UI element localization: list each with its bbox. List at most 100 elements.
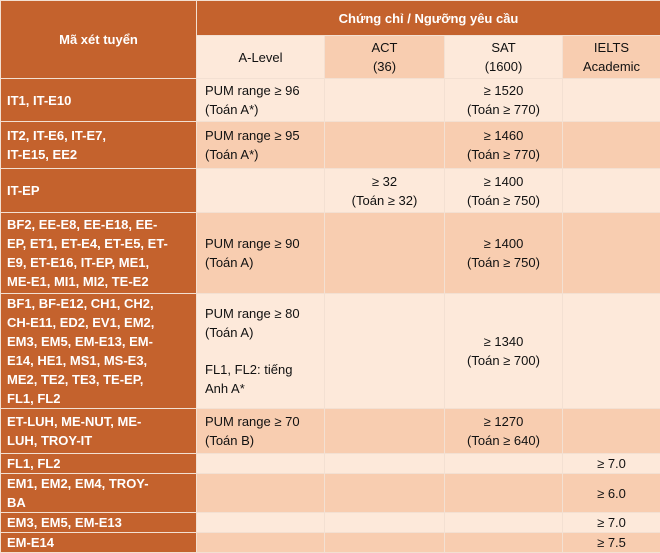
cell-line: ≥ 1400 xyxy=(451,172,556,191)
cell-line: (Toán A) xyxy=(205,323,318,342)
table-row: EM3, EM5, EM-E13 ≥ 7.0 xyxy=(1,513,660,533)
column-header: ACT(36) xyxy=(325,36,445,79)
cell: ≥ 1270(Toán ≥ 640) xyxy=(445,409,563,454)
cell-line: ≥ 32 xyxy=(331,172,438,191)
table-row: IT1, IT-E10 PUM range ≥ 96(Toán A*) ≥ 1520… xyxy=(1,79,660,122)
cell-line: FL1, FL2 xyxy=(7,389,190,408)
cell-line: (Toán ≥ 640) xyxy=(451,431,556,450)
cell-line: (Toán A) xyxy=(205,253,318,272)
table-row: BF1, BF-E12, CH1, CH2,CH-E11, ED2, EV1, … xyxy=(1,294,660,409)
cell xyxy=(445,454,563,474)
cell-line: E14, HE1, MS1, MS-E3, xyxy=(7,351,190,370)
row-key: IT1, IT-E10 xyxy=(1,79,197,122)
cell-line: ME-E1, MI1, MI2, TE-E2 xyxy=(7,272,190,291)
cell xyxy=(445,513,563,533)
cell-line: FL1, FL2: tiếng xyxy=(205,360,318,379)
row-key: FL1, FL2 xyxy=(1,454,197,474)
cell: ≥ 1400(Toán ≥ 750) xyxy=(445,213,563,294)
row-key: ET-LUH, ME-NUT, ME-LUH, TROY-IT xyxy=(1,409,197,454)
cell-line: (36) xyxy=(331,57,438,76)
cell-block: PUM range ≥ 80(Toán A) xyxy=(205,304,318,342)
cell-block: ≥ 32(Toán ≥ 32) xyxy=(331,172,438,210)
cell-line: ≥ 7.0 xyxy=(569,454,654,473)
cell-line: PUM range ≥ 80 xyxy=(205,304,318,323)
cell-line: IT-E15, EE2 xyxy=(7,145,190,164)
cell-line: ≥ 6.0 xyxy=(569,484,654,503)
cell xyxy=(325,454,445,474)
column-header: A-Level xyxy=(197,36,325,79)
cell: ≥ 6.0 xyxy=(563,474,660,513)
cell: ≥ 1520(Toán ≥ 770) xyxy=(445,79,563,122)
cell-line: SAT xyxy=(451,38,556,57)
cell-block: ≥ 1400(Toán ≥ 750) xyxy=(451,172,556,210)
cell-line: (Toán B) xyxy=(205,431,318,450)
cell-line: IT2, IT-E6, IT-E7, xyxy=(7,126,190,145)
cell-line: ≥ 1270 xyxy=(451,412,556,431)
cell-line: IT1, IT-E10 xyxy=(7,91,190,110)
cell: PUM range ≥ 90(Toán A) xyxy=(197,213,325,294)
cell-line: PUM range ≥ 70 xyxy=(205,412,318,431)
cell xyxy=(325,474,445,513)
row-key: EM1, EM2, EM4, TROY-BA xyxy=(1,474,197,513)
cell xyxy=(197,169,325,213)
cell-line: E9, ET-E16, IT-EP, ME1, xyxy=(7,253,190,272)
cell xyxy=(563,294,660,409)
cell-block: ≥ 1340(Toán ≥ 700) xyxy=(451,332,556,370)
cell xyxy=(563,213,660,294)
table-row: ET-LUH, ME-NUT, ME-LUH, TROY-IT PUM range… xyxy=(1,409,660,454)
row-key: EM3, EM5, EM-E13 xyxy=(1,513,197,533)
cell: ≥ 1340(Toán ≥ 700) xyxy=(445,294,563,409)
cell xyxy=(563,409,660,454)
cell-line: PUM range ≥ 90 xyxy=(205,234,318,253)
cell-line: LUH, TROY-IT xyxy=(7,431,190,450)
cell-line: BF1, BF-E12, CH1, CH2, xyxy=(7,294,190,313)
cell xyxy=(325,122,445,169)
cell-line: EP, ET1, ET-E4, ET-E5, ET- xyxy=(7,234,190,253)
cell-block: ≥ 1400(Toán ≥ 750) xyxy=(451,234,556,272)
cell-block: ≥ 7.0 xyxy=(569,513,654,532)
cell-block: PUM range ≥ 90(Toán A) xyxy=(205,234,318,272)
cell xyxy=(325,513,445,533)
cell-line: (Toán ≥ 32) xyxy=(331,191,438,210)
cell-line: ≥ 1340 xyxy=(451,332,556,351)
cell-line: BA xyxy=(7,493,190,512)
cell-line: ME2, TE2, TE3, TE-EP, xyxy=(7,370,190,389)
cell-line: EM1, EM2, EM4, TROY- xyxy=(7,474,190,493)
cell xyxy=(325,213,445,294)
cell: ≥ 7.0 xyxy=(563,513,660,533)
cell-line: (Toán ≥ 700) xyxy=(451,351,556,370)
cell-line: EM3, EM5, EM-E13 xyxy=(7,513,190,532)
row-key: IT-EP xyxy=(1,169,197,213)
cell xyxy=(563,122,660,169)
cell-block: PUM range ≥ 96(Toán A*) xyxy=(205,81,318,119)
table-row: IT-EP ≥ 32(Toán ≥ 32) ≥ 1400(Toán ≥ 750) xyxy=(1,169,660,213)
cell-block: ≥ 1460(Toán ≥ 770) xyxy=(451,126,556,164)
cell-line: ACT xyxy=(331,38,438,57)
cell-line: (Toán ≥ 750) xyxy=(451,253,556,272)
cell-line: PUM range ≥ 95 xyxy=(205,126,318,145)
cell-line: CH-E11, ED2, EV1, EM2, xyxy=(7,313,190,332)
cell-line: (1600) xyxy=(451,57,556,76)
cell: PUM range ≥ 96(Toán A*) xyxy=(197,79,325,122)
cell-block: PUM range ≥ 95(Toán A*) xyxy=(205,126,318,164)
group-header: Chứng chỉ / Ngưỡng yêu cầu xyxy=(197,1,660,36)
cell-block: ≥ 6.0 xyxy=(569,484,654,503)
cell xyxy=(197,454,325,474)
row-key: IT2, IT-E6, IT-E7,IT-E15, EE2 xyxy=(1,122,197,169)
cell-block: ≥ 1520(Toán ≥ 770) xyxy=(451,81,556,119)
cell-line: A-Level xyxy=(203,48,318,67)
row-key: BF2, EE-E8, EE-E18, EE-EP, ET1, ET-E4, E… xyxy=(1,213,197,294)
table-row: BF2, EE-E8, EE-E18, EE-EP, ET1, ET-E4, E… xyxy=(1,213,660,294)
cell-line: IELTS xyxy=(569,38,654,57)
cell: ≥ 1400(Toán ≥ 750) xyxy=(445,169,563,213)
row-key: BF1, BF-E12, CH1, CH2,CH-E11, ED2, EV1, … xyxy=(1,294,197,409)
cell-line: Anh A* xyxy=(205,379,318,398)
cell-line: ≥ 1520 xyxy=(451,81,556,100)
cell xyxy=(563,79,660,122)
cell-line: (Toán ≥ 750) xyxy=(451,191,556,210)
